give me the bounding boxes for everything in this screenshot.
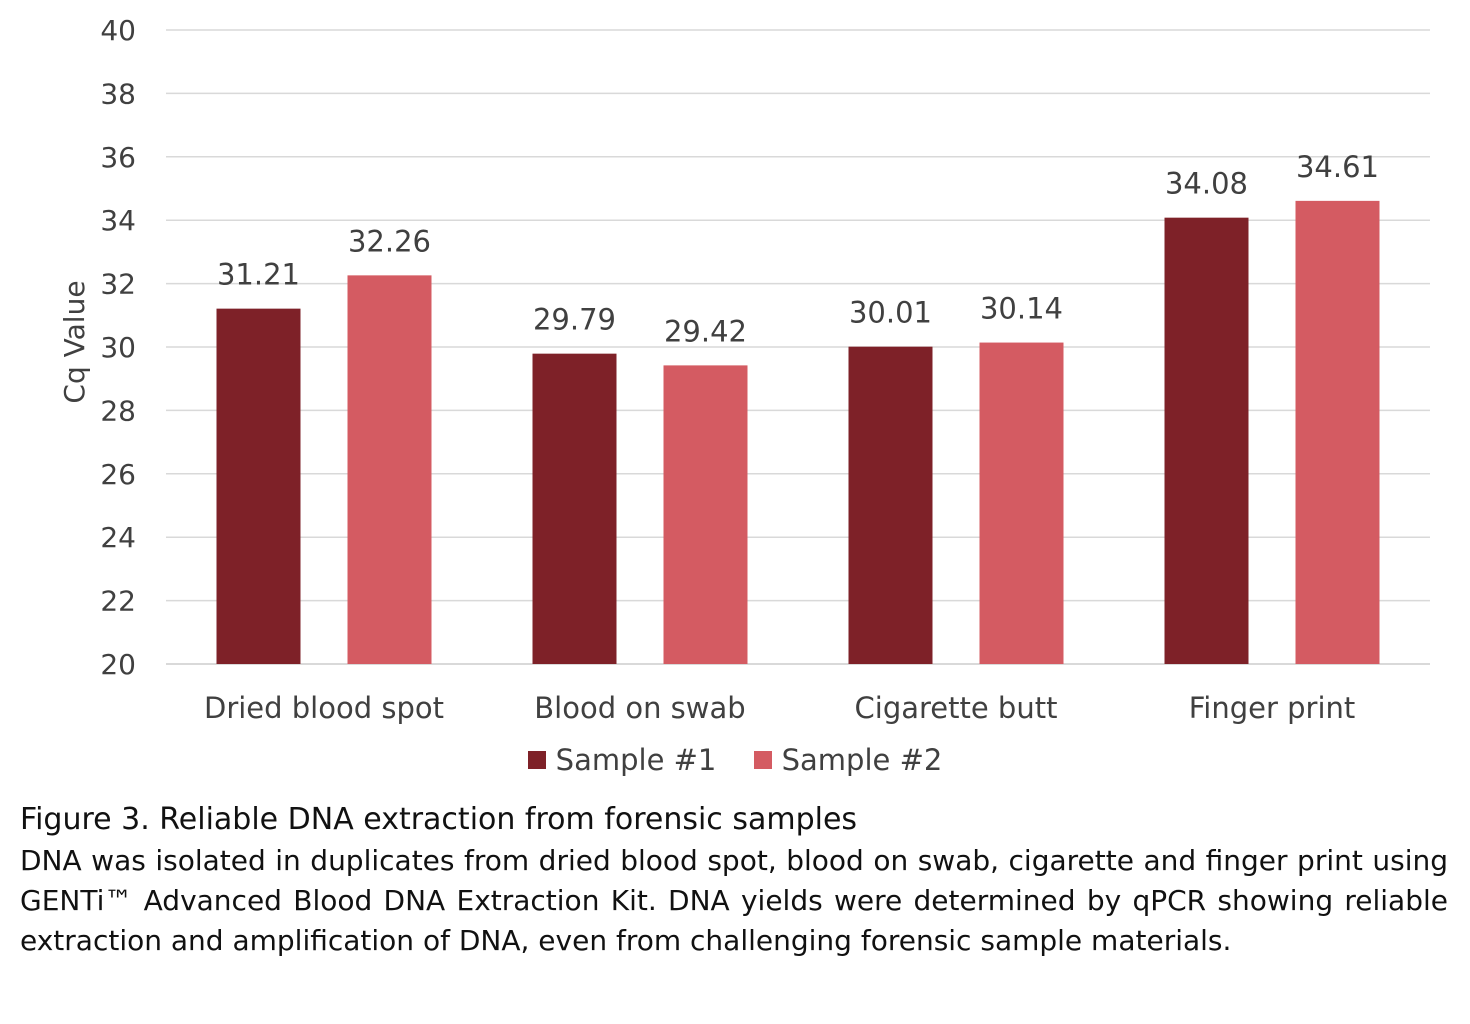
y-tick-label: 38 — [100, 77, 136, 110]
legend-label-sample-2: Sample #2 — [781, 743, 943, 777]
x-category-label: Finger print — [1189, 691, 1356, 725]
x-category-label: Dried blood spot — [204, 691, 444, 725]
y-axis-label: Cq Value — [58, 280, 91, 403]
bar-1 — [1164, 217, 1249, 664]
data-label: 29.42 — [664, 314, 747, 348]
category-labels: Dried blood spot Blood on swab Cigarette b… — [204, 691, 1355, 725]
legend: Sample #1 Sample #2 — [0, 742, 1470, 777]
y-tick-label: 26 — [100, 458, 136, 491]
y-tick-label: 32 — [100, 268, 136, 301]
data-labels: 31.21 32.26 29.79 29.42 30.01 30.14 34.08 34.61 — [217, 150, 1379, 349]
data-label: 34.08 — [1165, 167, 1248, 201]
y-tick-label: 30 — [100, 331, 136, 364]
legend-item-sample-2: Sample #2 — [753, 743, 943, 777]
caption-body: DNA was isolated in duplicates from drie… — [20, 844, 1448, 957]
bars — [216, 200, 1380, 664]
y-tick-label: 20 — [100, 648, 136, 681]
bar-2 — [979, 342, 1064, 664]
y-axis-ticks: 20 22 24 26 28 30 32 34 36 38 40 — [100, 14, 136, 681]
y-tick-label: 34 — [100, 204, 136, 237]
bar-chart: 20 22 24 26 28 30 32 34 36 38 40 Cq Value 31.21 32.… — [58, 14, 1430, 725]
bar-2 — [1295, 200, 1380, 664]
data-label: 30.01 — [849, 296, 932, 330]
x-category-label: Blood on swab — [534, 691, 745, 725]
x-category-label: Cigarette butt — [855, 691, 1058, 725]
y-tick-label: 28 — [100, 394, 136, 427]
y-tick-label: 22 — [100, 585, 136, 618]
y-tick-label: 36 — [100, 141, 136, 174]
bar-1 — [532, 353, 617, 664]
legend-label-sample-1: Sample #1 — [555, 743, 717, 777]
legend-swatch-sample-2 — [753, 751, 772, 769]
bar-2 — [347, 275, 432, 664]
figure-caption: Figure 3. Reliable DNA extraction from f… — [20, 802, 1448, 961]
caption-title: Figure 3. Reliable DNA extraction from f… — [20, 802, 858, 837]
data-label: 31.21 — [217, 258, 300, 292]
legend-swatch-sample-1 — [527, 751, 546, 769]
bar-1 — [216, 308, 301, 664]
data-label: 34.61 — [1296, 150, 1379, 184]
data-label: 32.26 — [348, 224, 431, 258]
y-tick-label: 24 — [100, 521, 136, 554]
data-label: 30.14 — [980, 292, 1063, 326]
bar-2 — [663, 365, 748, 664]
legend-item-sample-1: Sample #1 — [527, 743, 717, 777]
data-label: 29.79 — [533, 303, 616, 337]
bar-1 — [848, 346, 933, 664]
y-tick-label: 40 — [100, 14, 136, 47]
